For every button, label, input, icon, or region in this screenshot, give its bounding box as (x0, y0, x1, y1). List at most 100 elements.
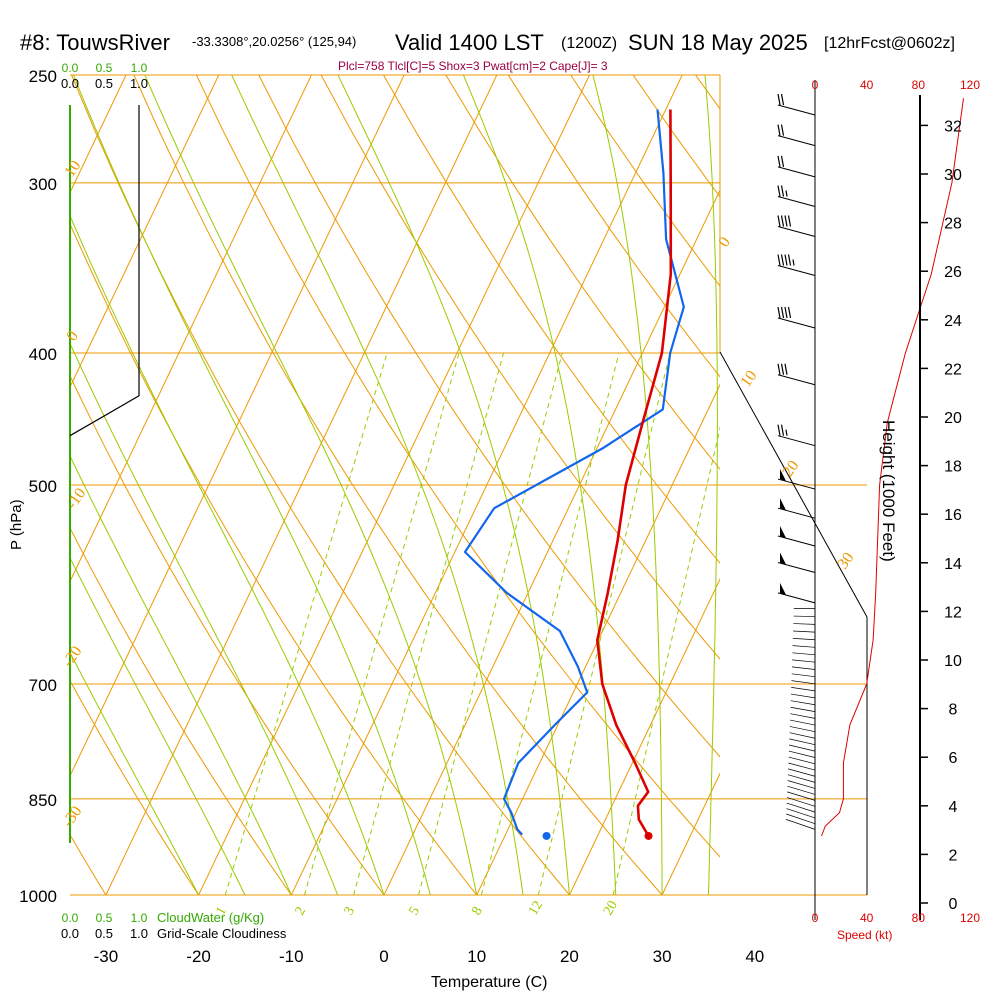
wind-speed-bottom-ticks: 0 40 80 120 (812, 911, 981, 925)
wind-barb-flag (780, 155, 785, 167)
wind-barb-flag (777, 254, 781, 266)
wind-barb-low (793, 615, 816, 617)
mixing-ratio-label-3: 3 (342, 904, 358, 918)
wind-speed-profile (821, 98, 964, 837)
height-tick-2: 2 (949, 847, 958, 864)
height-tick-28: 28 (944, 216, 962, 233)
wind-barb (777, 552, 816, 573)
wind-barb-flag (787, 254, 792, 266)
cloudwater-bottom-tick-0: 0.0 (62, 911, 79, 925)
cloudwater-bottom-tick-2: 1.0 (131, 911, 148, 925)
wind-barb-flag (787, 215, 792, 227)
wind-barb-low (789, 719, 816, 726)
station-title: #8: TouwsRiver (20, 30, 170, 55)
wind-barb (777, 185, 816, 207)
height-tick-18: 18 (944, 459, 962, 476)
speed-bottom-tick-40: 40 (860, 911, 874, 925)
height-tick-14: 14 (944, 556, 962, 573)
wind-barb-low (788, 756, 816, 765)
cloudiness-label: Grid-Scale Cloudiness (157, 926, 287, 941)
wind-barb-flag (784, 254, 788, 266)
wind-barb-staff (777, 226, 816, 238)
temp-tick--30: -30 (94, 947, 119, 966)
cloudiness-top-tick-0: 0.0 (61, 76, 79, 91)
temperature-axis-label: Temperature (C) (431, 974, 547, 991)
dry-adiabat-40 (195, 75, 720, 858)
speed-bottom-tick-0: 0 (812, 911, 819, 925)
height-tick-20: 20 (944, 410, 962, 427)
forecast-run: [12hrFcst@0602z] (824, 35, 955, 52)
wind-barb-staff (777, 135, 816, 147)
wind-barb (777, 155, 816, 178)
wind-barb-flag (777, 215, 781, 227)
wind-barb-flag (784, 363, 788, 375)
moist-adiabat-15 (231, 75, 524, 895)
height-tick-6: 6 (949, 750, 958, 767)
wind-barb (777, 93, 816, 116)
wind-barb-low (792, 638, 816, 641)
cloudiness-profile (69, 105, 140, 437)
wind-barb-low (787, 780, 816, 789)
wind-barb-flag (780, 185, 785, 197)
wind-barb-flag (777, 93, 781, 106)
wind-barb-low (786, 802, 816, 813)
wind-barb-low (790, 693, 816, 699)
height-tick-26: 26 (944, 264, 962, 281)
height-tick-12: 12 (944, 604, 962, 621)
mixing-ratio-label-8: 8 (469, 904, 485, 918)
wind-barb-half-flag (792, 259, 795, 266)
wind-barb-low (789, 744, 816, 752)
isotherm-label-5: 0 (715, 234, 734, 250)
cloudwater-bottom-tick-1: 0.5 (96, 911, 113, 925)
moist-adiabat-0 (70, 214, 385, 895)
pressure-tick-300: 300 (29, 175, 57, 194)
wind-barb-pennant (780, 469, 786, 482)
wind-barb-flag (780, 93, 785, 106)
mixing-ratio-label-12: 12 (526, 898, 546, 918)
pressure-tick-700: 700 (29, 676, 57, 695)
isotherm-label-1: 0 (63, 328, 82, 344)
height-tick-24: 24 (944, 313, 962, 330)
wind-barb-flag (787, 306, 792, 319)
mixing-ratio-label-5: 5 (406, 904, 422, 918)
wind-barb-low (787, 774, 816, 783)
wind-barb-low (788, 750, 816, 758)
height-tick-0: 0 (949, 896, 958, 913)
wind-barb-half-flag (785, 190, 788, 197)
mixing-ratio-3 (353, 352, 505, 895)
speed-bottom-tick-80: 80 (912, 911, 926, 925)
dry-adiabat-10 (70, 222, 478, 895)
speed-top-tick-80: 80 (912, 78, 926, 92)
wind-barb-flag (780, 215, 785, 227)
cloudwater-top-tick-0: 0.0 (62, 61, 79, 75)
dry-adiabat-90 (507, 75, 720, 378)
cloudiness-top-tick-1: 0.5 (95, 76, 113, 91)
wind-barb-low (788, 762, 816, 771)
wind-barb-staff (777, 478, 816, 490)
mixing-ratio-5 (418, 352, 563, 895)
cloudiness-bottom-tick-2: 1.0 (130, 926, 148, 941)
wind-barb-low (791, 680, 816, 685)
moist-adiabat-30 (592, 75, 663, 895)
temperature-axis-ticks: -30 -20 -10 0 10 20 30 40 (94, 947, 765, 966)
wind-barb-low (786, 808, 816, 819)
wind-barb-low (787, 785, 816, 795)
temp-tick--10: -10 (279, 947, 304, 966)
wind-barb-staff (777, 435, 816, 447)
wind-barb-low (792, 659, 816, 663)
moist-adiabat-35 (704, 75, 718, 895)
wind-barb-low (786, 813, 816, 825)
wind-barb-staff (777, 507, 816, 519)
dry-adiabat-150 (883, 75, 1000, 895)
valid-time: Valid 1400 LST (395, 30, 544, 55)
moist-adiabat-20 (337, 75, 570, 895)
temp-tick-30: 30 (653, 947, 672, 966)
cloud-water-label: CloudWater (g/Kg) (157, 910, 264, 925)
height-tick-8: 8 (949, 702, 958, 719)
speed-top-tick-0: 0 (812, 78, 819, 92)
wind-barb (777, 582, 816, 604)
dry-adiabat--10 (70, 526, 292, 895)
isotherm-label-7: 20 (779, 457, 802, 480)
